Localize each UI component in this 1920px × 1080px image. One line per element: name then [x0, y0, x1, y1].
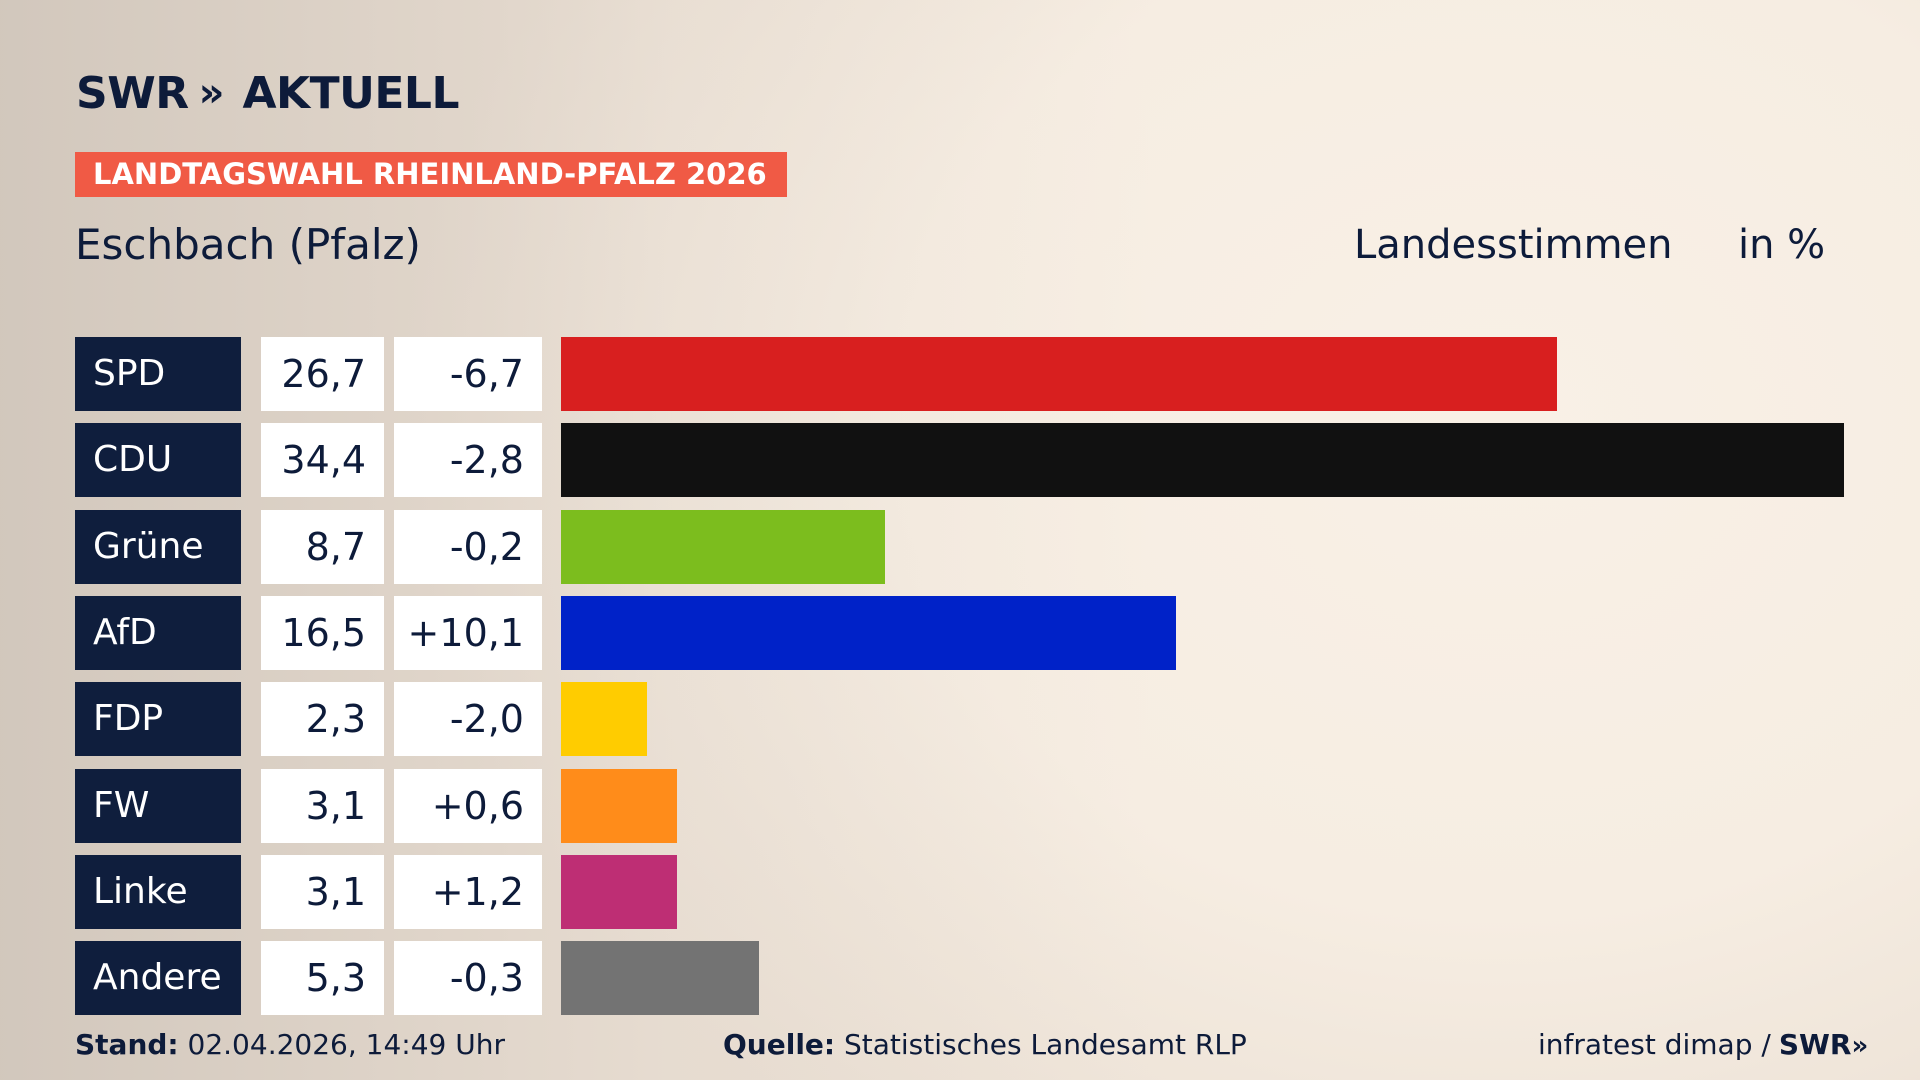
bar-7 — [561, 941, 759, 1015]
swr-aktuell-logo: SWR » AKTUELL — [76, 67, 459, 119]
votes-type-label: Landesstimmen — [1354, 222, 1673, 268]
bar-6 — [561, 855, 677, 929]
party-label-6: Linke — [75, 855, 241, 929]
diff-label-3: +10,1 — [394, 596, 542, 670]
diff-label-4: -2,0 — [394, 682, 542, 756]
diff-label-0: -6,7 — [394, 337, 542, 411]
credit-arrows-icon: » — [1851, 1031, 1868, 1061]
party-label-3: AfD — [75, 596, 241, 670]
bar-1 — [561, 423, 1844, 497]
value-label-5: 3,1 — [261, 769, 384, 843]
source-label: Quelle: — [723, 1028, 836, 1061]
party-label-7: Andere — [75, 941, 241, 1015]
value-label-6: 3,1 — [261, 855, 384, 929]
bar-4 — [561, 682, 647, 756]
source-value: Statistisches Landesamt RLP — [844, 1028, 1247, 1061]
bar-2 — [561, 510, 885, 584]
diff-label-5: +0,6 — [394, 769, 542, 843]
unit-label: in % — [1738, 222, 1826, 268]
credit-brand: SWR — [1778, 1028, 1852, 1061]
diff-label-7: -0,3 — [394, 941, 542, 1015]
footer-source: Quelle: Statistisches Landesamt RLP — [723, 1028, 1247, 1061]
footer-credit: infratest dimap / SWR» — [1538, 1028, 1868, 1061]
swr-mini-logo: SWR» — [1778, 1028, 1868, 1061]
bar-3 — [561, 596, 1176, 670]
party-label-2: Grüne — [75, 510, 241, 584]
value-label-7: 5,3 — [261, 941, 384, 1015]
bar-0 — [561, 337, 1557, 411]
location-title: Eschbach (Pfalz) — [75, 220, 421, 269]
footer-timestamp: Stand: 02.04.2026, 14:49 Uhr — [75, 1028, 505, 1061]
logo-brand: SWR — [76, 67, 189, 119]
value-label-3: 16,5 — [261, 596, 384, 670]
value-label-2: 8,7 — [261, 510, 384, 584]
value-label-1: 34,4 — [261, 423, 384, 497]
diff-label-2: -0,2 — [394, 510, 542, 584]
bar-5 — [561, 769, 677, 843]
party-label-1: CDU — [75, 423, 241, 497]
value-label-0: 26,7 — [261, 337, 384, 411]
election-tag: LANDTAGSWAHL RHEINLAND-PFALZ 2026 — [75, 152, 787, 197]
stand-label: Stand: — [75, 1028, 179, 1061]
stand-value: 02.04.2026, 14:49 Uhr — [187, 1028, 505, 1061]
party-label-5: FW — [75, 769, 241, 843]
party-label-0: SPD — [75, 337, 241, 411]
value-label-4: 2,3 — [261, 682, 384, 756]
logo-suffix: AKTUELL — [242, 67, 459, 119]
party-label-4: FDP — [75, 682, 241, 756]
diff-label-6: +1,2 — [394, 855, 542, 929]
diff-label-1: -2,8 — [394, 423, 542, 497]
credit-text: infratest dimap / — [1538, 1028, 1771, 1061]
